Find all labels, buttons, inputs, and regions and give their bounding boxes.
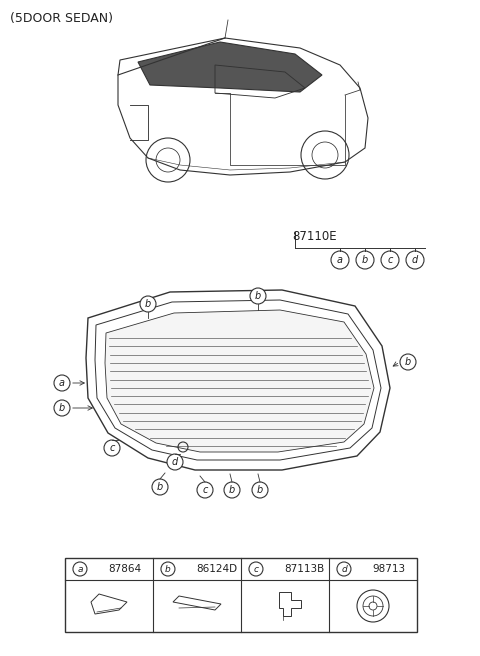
Text: b: b — [229, 485, 235, 495]
Circle shape — [54, 375, 70, 391]
Text: b: b — [157, 482, 163, 492]
Text: c: c — [202, 485, 208, 495]
Text: b: b — [362, 255, 368, 265]
Text: 86124D: 86124D — [196, 564, 237, 574]
Circle shape — [331, 251, 349, 269]
Circle shape — [356, 251, 374, 269]
Circle shape — [104, 440, 120, 456]
Circle shape — [252, 482, 268, 498]
Bar — [65, 558, 417, 632]
Text: c: c — [387, 255, 393, 265]
Text: b: b — [255, 291, 261, 301]
Circle shape — [224, 482, 240, 498]
Circle shape — [140, 296, 156, 312]
Circle shape — [152, 479, 168, 495]
Circle shape — [197, 482, 213, 498]
Text: b: b — [59, 403, 65, 413]
Text: c: c — [253, 565, 258, 573]
Circle shape — [406, 251, 424, 269]
Polygon shape — [138, 42, 322, 92]
Text: c: c — [109, 443, 115, 453]
Text: b: b — [405, 357, 411, 367]
Text: 87110E: 87110E — [293, 230, 337, 243]
Text: 87864: 87864 — [108, 564, 141, 574]
Circle shape — [400, 354, 416, 370]
Text: d: d — [341, 565, 347, 573]
Circle shape — [54, 400, 70, 416]
Text: (5DOOR SEDAN): (5DOOR SEDAN) — [10, 12, 113, 25]
Text: b: b — [257, 485, 263, 495]
Text: b: b — [165, 565, 171, 573]
Text: a: a — [59, 378, 65, 388]
Circle shape — [250, 288, 266, 304]
Circle shape — [381, 251, 399, 269]
Text: 98713: 98713 — [372, 564, 405, 574]
Text: d: d — [172, 457, 178, 467]
Circle shape — [167, 454, 183, 470]
Text: a: a — [77, 565, 83, 573]
Polygon shape — [105, 310, 374, 452]
Text: a: a — [337, 255, 343, 265]
Text: b: b — [145, 299, 151, 309]
Text: d: d — [412, 255, 418, 265]
Text: 87113B: 87113B — [284, 564, 324, 574]
